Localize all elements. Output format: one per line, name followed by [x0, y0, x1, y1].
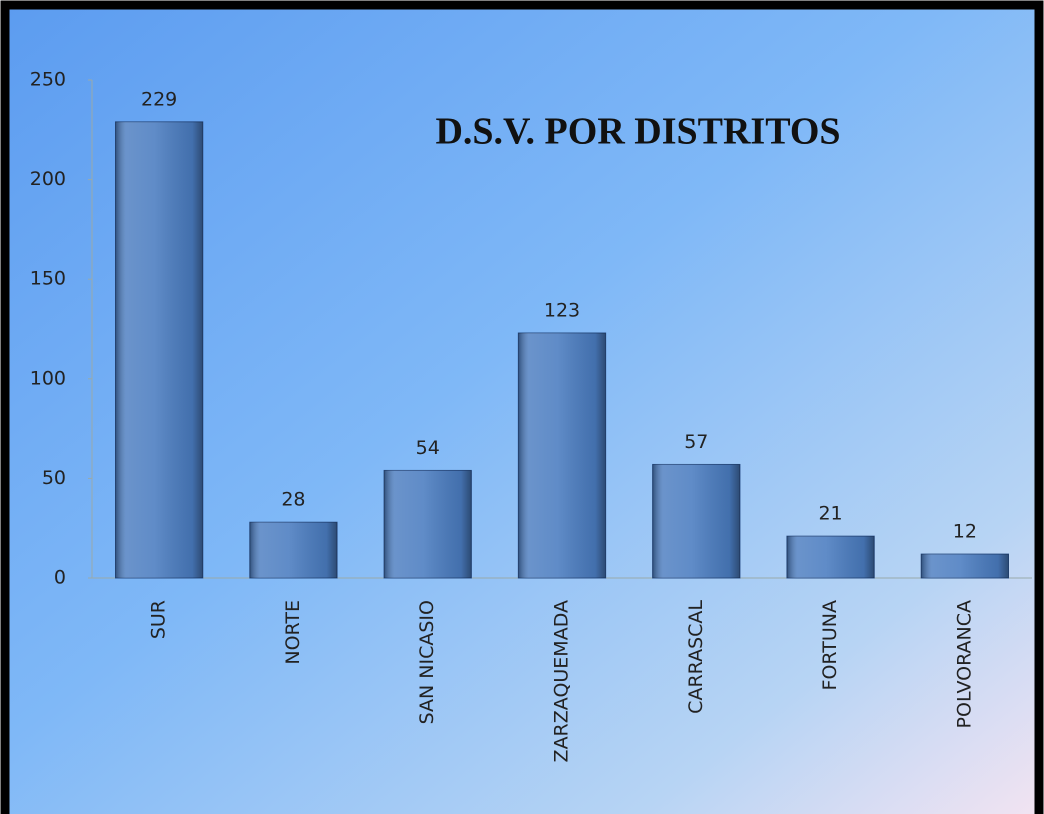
- bar: [652, 463, 741, 579]
- x-tick-label: NORTE: [282, 600, 304, 665]
- data-label: 28: [281, 489, 305, 511]
- x-tick-label: SUR: [148, 600, 170, 639]
- bar: [115, 121, 204, 579]
- data-label: 57: [684, 431, 708, 453]
- x-tick-label: CARRASCAL: [685, 600, 707, 714]
- bar: [786, 535, 875, 579]
- data-label: 54: [416, 437, 440, 459]
- y-tick-label: 100: [30, 367, 66, 389]
- chart-title: D.S.V. POR DISTRITOS: [435, 111, 840, 153]
- bar: [249, 521, 338, 579]
- y-tick-label: 0: [54, 567, 66, 589]
- data-label: 12: [953, 521, 977, 543]
- y-tick-label: 200: [30, 168, 66, 190]
- x-tick-label: ZARZAQUEMADA: [551, 600, 573, 762]
- data-label: 123: [544, 299, 580, 321]
- bar: [517, 332, 607, 579]
- data-label: 229: [141, 88, 177, 110]
- x-tick-label: FORTUNA: [819, 600, 841, 690]
- y-tick-label: 150: [30, 268, 66, 290]
- bar: [383, 469, 472, 579]
- data-label: 21: [818, 503, 842, 525]
- y-tick-label: 250: [30, 69, 66, 91]
- x-tick-label: POLVORANCA: [953, 600, 975, 728]
- x-tick-label: SAN NICASIO: [416, 600, 438, 724]
- y-tick-label: 50: [42, 467, 66, 489]
- bar: [920, 553, 1010, 579]
